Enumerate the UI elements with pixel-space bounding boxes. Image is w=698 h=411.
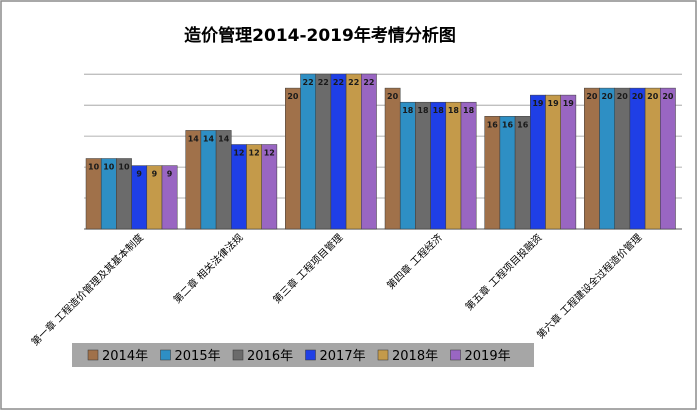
bar [530, 94, 546, 230]
legend-label: 2019年 [465, 349, 511, 364]
data-label: 14 [188, 134, 200, 143]
legend-label: 2016年 [247, 349, 293, 364]
bar [200, 130, 217, 230]
data-label: 20 [662, 92, 674, 101]
bar [345, 73, 362, 230]
data-label: 20 [617, 92, 629, 101]
bar [514, 116, 531, 230]
bar [545, 94, 561, 230]
data-label: 20 [632, 92, 644, 101]
data-label: 10 [118, 163, 130, 172]
data-label: 18 [417, 106, 429, 115]
bar [415, 101, 431, 230]
legend-swatch [160, 349, 171, 361]
data-label: 14 [218, 134, 230, 143]
legend: 2014年 2015年 2016年 2017年 2018年 2019年 [72, 343, 534, 367]
bar [460, 101, 477, 230]
bar [330, 73, 347, 230]
bar [300, 73, 316, 230]
bar [185, 130, 202, 230]
legend-swatch [305, 349, 316, 361]
data-label: 19 [532, 99, 544, 108]
data-label: 10 [103, 163, 115, 172]
data-label: 22 [333, 78, 344, 87]
chart-title: 造价管理2014-2019年考情分析图 [184, 25, 456, 46]
data-label: 18 [402, 106, 414, 115]
data-label: 12 [233, 149, 244, 158]
data-label: 9 [152, 170, 158, 179]
data-label: 22 [303, 78, 314, 87]
bar [430, 101, 447, 230]
bar [599, 87, 615, 230]
bar [484, 116, 501, 230]
data-label: 20 [586, 92, 598, 101]
legend-swatch [232, 349, 244, 361]
bar [161, 165, 178, 230]
data-label: 20 [602, 92, 614, 101]
bar [361, 73, 377, 230]
data-label: 10 [88, 163, 100, 172]
bar [629, 87, 646, 230]
bar [215, 130, 232, 230]
bar [644, 87, 661, 230]
data-label: 22 [363, 78, 374, 87]
bar [445, 101, 462, 230]
data-label: 20 [647, 92, 659, 101]
legend-label: 2018年 [392, 349, 438, 364]
data-label: 14 [203, 134, 215, 143]
bar [660, 87, 676, 230]
legend-swatch [87, 349, 99, 361]
data-label: 18 [448, 106, 460, 115]
data-label: 19 [563, 99, 575, 108]
bar [261, 144, 278, 230]
data-label: 16 [502, 120, 514, 129]
data-label: 20 [387, 92, 399, 101]
data-label: 16 [517, 120, 529, 129]
data-label: 22 [318, 78, 329, 87]
data-label: 9 [167, 170, 173, 179]
data-label: 12 [264, 149, 275, 158]
data-label: 20 [287, 92, 299, 101]
bar [499, 116, 516, 230]
gridlines [84, 73, 682, 230]
bar [560, 94, 577, 230]
legend-label: 2015年 [175, 349, 221, 364]
legend-swatch [377, 349, 389, 361]
bar [384, 87, 401, 230]
bar [315, 73, 332, 230]
bar [285, 87, 301, 230]
data-label: 9 [136, 170, 142, 179]
data-label: 19 [548, 99, 560, 108]
data-label: 12 [249, 149, 260, 158]
bar [614, 87, 631, 230]
legend-label: 2017年 [320, 349, 366, 364]
bar [399, 101, 416, 230]
legend-label: 2014年 [102, 349, 148, 364]
data-label: 18 [463, 106, 475, 115]
data-label: 22 [348, 78, 359, 87]
bar [584, 87, 600, 230]
legend-swatch [450, 349, 461, 361]
data-label: 18 [433, 106, 445, 115]
bar-series [85, 73, 676, 230]
data-label: 16 [487, 120, 499, 129]
